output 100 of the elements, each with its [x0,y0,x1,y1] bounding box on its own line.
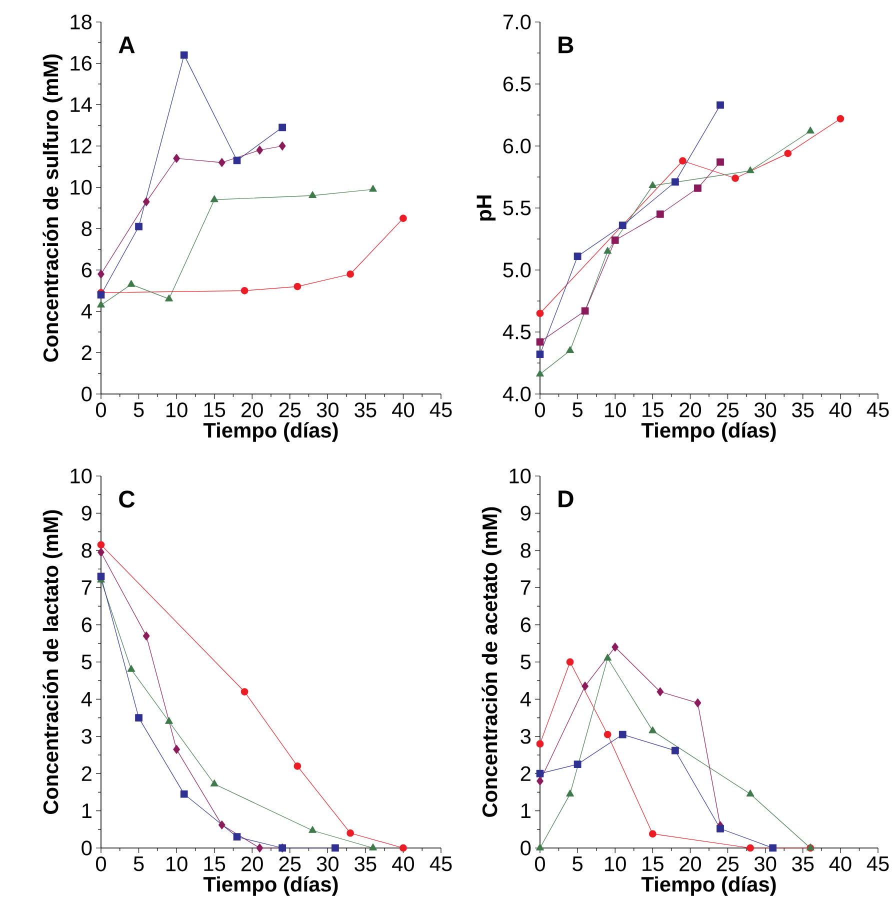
point [604,730,612,738]
y-tick-label: 5 [82,654,92,670]
point [536,776,544,786]
x-tick-label: 5 [134,402,144,418]
point [612,642,619,652]
point [278,142,286,150]
y-tick-label: 9 [520,506,530,521]
point [604,654,612,661]
point [165,294,173,302]
point [648,726,657,734]
point [618,730,626,738]
point [210,780,218,786]
point [716,101,724,109]
point [400,214,407,222]
x-tick-label: 30 [316,402,338,418]
point [294,282,302,290]
y-tick-label: 6 [82,262,92,278]
point [400,844,407,852]
x-tick-label: 45 [430,402,452,418]
y-axis-title: pH [476,195,496,221]
x-tick-label: 30 [754,856,776,872]
x-tick-label: 20 [680,856,702,872]
point [604,246,612,254]
point [536,350,544,358]
point [346,829,354,837]
x-tick-label: 0 [534,856,545,872]
y-tick-label: 2 [82,766,92,781]
point [97,300,105,308]
y-tick-label: 5 [520,654,531,670]
y-axis-title: Concentración de lactato (mM) [42,510,62,814]
point [233,156,241,164]
point [582,682,589,691]
x-tick-label: 0 [534,402,545,418]
y-tick-label: 8 [82,221,92,236]
y-tick-label: 14 [70,97,92,112]
x-tick-label: 35 [792,402,814,418]
point [566,790,574,796]
y-tick-label: 1 [521,804,530,818]
y-tick-label: 4 [520,692,531,706]
point [716,158,724,166]
point [135,222,142,230]
y-tick-label: 18 [70,14,92,30]
y-tick-label: 6 [82,617,92,632]
y-tick-label: 5.0 [503,262,531,278]
point [769,844,777,852]
y-tick-label: 9 [82,506,92,521]
point [694,698,702,708]
point [294,762,302,770]
point [746,790,754,796]
x-tick-label: 10 [166,856,188,872]
y-axis-title: Concentración de sulfuro (mM) [42,54,62,362]
point [784,150,792,158]
point [97,572,105,580]
point [218,820,226,830]
y-tick-label: 7 [82,580,92,595]
point [173,744,180,754]
y-tick-label: 3 [82,728,92,744]
y-tick-label: 4 [81,692,92,706]
x-tick-label: 5 [134,856,144,872]
x-tick-label: 25 [717,856,739,872]
point [308,826,316,833]
point [165,717,173,724]
point [142,197,150,206]
x-tick-label: 15 [204,856,226,872]
y-axis-title: Concentración de acetato (mM) [482,507,502,817]
point [180,51,188,59]
point [135,714,142,722]
point [369,184,377,192]
x-tick-label: 0 [96,402,106,418]
y-tick-label: 4.0 [502,386,531,402]
x-tick-label: 45 [430,856,452,872]
x-tick-label: 40 [392,402,414,418]
x-tick-label: 10 [605,856,626,872]
point [98,270,104,279]
x-tick-label: 45 [866,402,889,418]
point [536,338,544,346]
x-axis-title: Tiempo (días) [203,876,338,896]
y-tick-label: 4.5 [502,324,531,340]
x-tick-label: 20 [242,856,263,872]
x-tick-label: 5 [572,402,582,418]
x-tick-label: 15 [204,402,226,418]
point [566,658,574,666]
point [581,307,589,315]
x-tick-label: 40 [829,856,852,872]
x-tick-label: 30 [316,856,338,872]
x-tick-label: 40 [829,402,852,418]
point [806,126,814,134]
point [648,181,657,188]
x-tick-label: 5 [572,856,582,872]
x-tick-label: 10 [605,402,626,418]
y-tick-label: 10 [70,180,92,195]
y-tick-label: 1 [82,804,92,818]
point [180,790,188,798]
point [656,210,664,218]
point [332,844,339,852]
x-tick-label: 15 [642,856,664,872]
point [656,687,664,696]
y-tick-label: 16 [70,56,92,71]
y-tick-label: 10 [510,468,531,484]
y-tick-label: 6 [520,617,531,632]
